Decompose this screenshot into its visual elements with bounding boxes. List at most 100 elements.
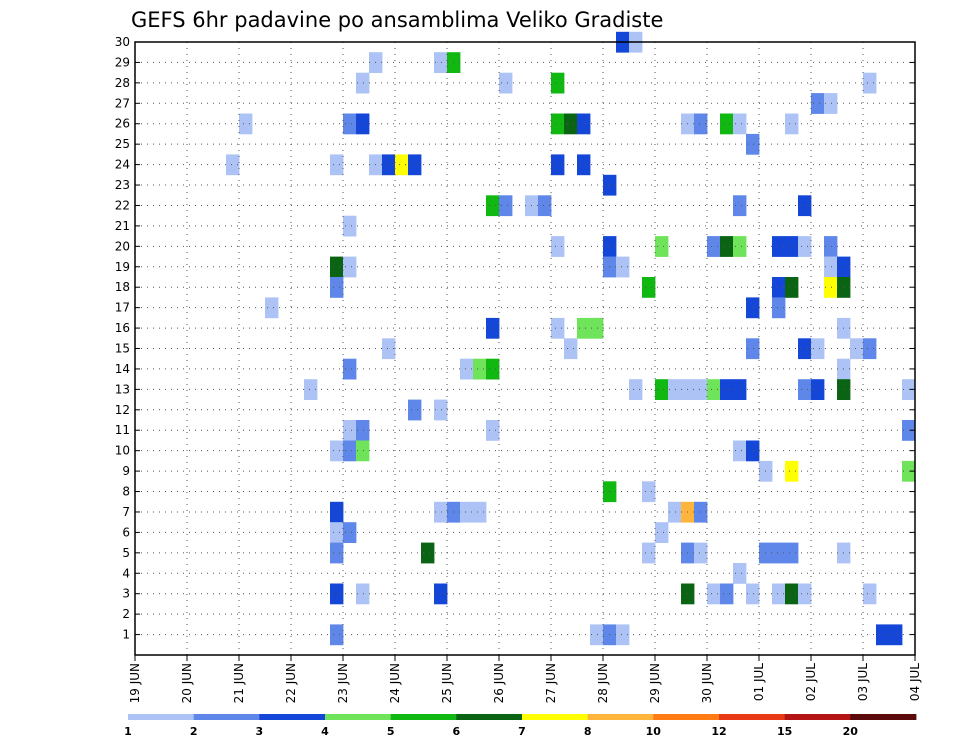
heatmap-cell <box>824 277 838 298</box>
heatmap-cell <box>733 113 747 135</box>
heatmap-cell <box>551 113 565 135</box>
heatmap-cell <box>902 379 916 400</box>
heatmap-cell <box>798 338 812 360</box>
heatmap-cell <box>330 542 344 564</box>
x-tick-label: 23 JUN <box>336 663 350 703</box>
heatmap-cell <box>382 154 396 176</box>
heatmap-cell <box>824 236 838 257</box>
x-tick-label: 02 JUL <box>804 663 818 701</box>
heatmap-cell <box>343 420 357 441</box>
y-tick-label: 2 <box>122 607 130 621</box>
y-tick-label: 4 <box>122 566 130 580</box>
heatmap-cell <box>798 236 812 257</box>
legend-label: 2 <box>190 725 198 738</box>
heatmap-cell <box>772 542 786 564</box>
heatmap-cell <box>733 236 747 257</box>
y-tick-label: 12 <box>115 403 130 417</box>
legend-label: 3 <box>255 725 263 738</box>
legend-swatch <box>259 714 326 720</box>
x-tick-label: 30 JUN <box>700 663 714 703</box>
heatmap-cell <box>733 195 747 217</box>
y-tick-label: 5 <box>122 546 130 560</box>
heatmap-cell <box>733 563 747 584</box>
y-tick-label: 30 <box>115 35 130 49</box>
heatmap-cell <box>720 113 734 135</box>
cells-layer <box>226 31 916 646</box>
heatmap-cell <box>785 277 799 298</box>
legend-label: 15 <box>777 725 792 738</box>
heatmap-cell <box>772 277 786 298</box>
heatmap-cell <box>343 358 357 380</box>
legend-label: 8 <box>584 725 592 738</box>
heatmap-cell <box>746 583 760 605</box>
color-legend: 1 2 3 4 5 6 7 8 10 12 15 20 <box>124 714 917 738</box>
heatmap-cell <box>330 256 344 278</box>
y-tick-label: 25 <box>115 137 130 151</box>
heatmap-cell <box>356 420 370 441</box>
y-tick-label: 14 <box>115 362 130 376</box>
heatmap-cell <box>720 583 734 605</box>
heatmap-cell <box>889 624 903 646</box>
heatmap-cell <box>616 624 630 646</box>
heatmap-cell <box>772 236 786 257</box>
legend-label: 1 <box>124 725 132 738</box>
heatmap-cell <box>408 399 422 421</box>
heatmap-cell <box>694 113 708 135</box>
heatmap-cell <box>473 358 487 380</box>
heatmap-cell <box>486 195 500 217</box>
heatmap-cell <box>655 522 669 543</box>
y-tick-label: 28 <box>115 76 130 90</box>
heatmap-cell <box>564 338 578 360</box>
heatmap-cell <box>785 236 799 257</box>
y-tick-label: 27 <box>115 96 130 110</box>
heatmap-cell <box>486 358 500 380</box>
heatmap-cell <box>707 379 721 400</box>
heatmap-cell <box>551 72 565 94</box>
heatmap-cell <box>772 583 786 605</box>
legend-label: 5 <box>387 725 395 738</box>
heatmap-cell <box>811 338 825 360</box>
y-tick-label: 21 <box>115 219 130 233</box>
heatmap-cell <box>343 113 357 135</box>
heatmap-cell <box>798 379 812 400</box>
legend-label: 20 <box>843 725 859 738</box>
heatmap-cell <box>785 460 799 482</box>
y-tick-label: 17 <box>115 301 130 315</box>
legend-label: 10 <box>646 725 662 738</box>
heatmap-cell <box>720 236 734 257</box>
heatmap-cell <box>499 195 513 217</box>
y-tick-label: 9 <box>122 464 130 478</box>
heatmap-cell <box>343 440 357 462</box>
y-tick-label: 16 <box>115 321 130 335</box>
heatmap-cell <box>642 277 656 298</box>
heatmap-cell <box>655 236 669 257</box>
heatmap-cell <box>226 154 240 176</box>
legend-swatch <box>719 714 786 720</box>
heatmap-cell <box>551 154 565 176</box>
heatmap-cell <box>473 501 487 523</box>
y-tick-label: 20 <box>115 239 130 253</box>
legend-swatch <box>193 714 260 720</box>
y-tick-label: 22 <box>115 198 130 212</box>
heatmap-cell <box>902 420 916 441</box>
legend-swatch <box>390 714 457 720</box>
grid-layer <box>135 42 915 655</box>
y-tick-label: 15 <box>115 342 130 356</box>
heatmap-cell <box>590 317 604 339</box>
heatmap-cell <box>577 113 591 135</box>
heatmap-cell <box>343 215 357 237</box>
y-tick-label: 11 <box>115 423 130 437</box>
heatmap-cell <box>694 379 708 400</box>
heatmap-cell <box>499 72 513 94</box>
heatmap-cell <box>863 338 877 360</box>
legend-label: 12 <box>711 725 726 738</box>
y-tick-label: 19 <box>115 260 130 274</box>
y-tick-label: 7 <box>122 505 130 519</box>
y-tick-label: 10 <box>115 444 130 458</box>
heatmap-cell <box>577 317 591 339</box>
y-tick-label: 29 <box>115 55 130 69</box>
legend-swatch <box>325 714 392 720</box>
heatmap-cell <box>733 440 747 462</box>
heatmap-cell <box>486 317 500 339</box>
